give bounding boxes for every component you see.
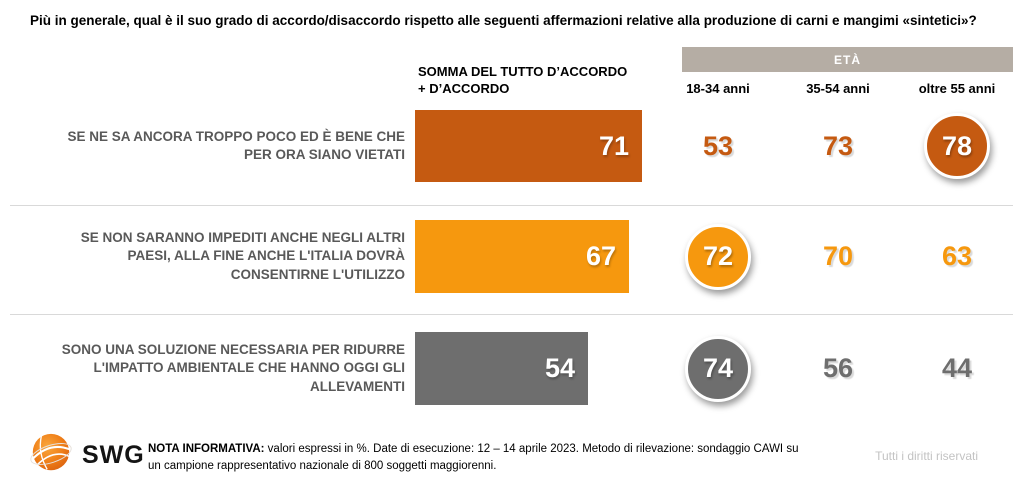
sum-column-header: SOMMA DEL TUTTO D’ACCORDO + D’ACCORDO xyxy=(418,64,628,96)
age-band-header: ETÀ xyxy=(682,47,1013,72)
age-value-oltre-55: 44 xyxy=(941,353,973,383)
swg-logo-text: SWG xyxy=(82,441,145,469)
age-column-header-35-54: 35-54 anni xyxy=(806,81,870,96)
row-divider xyxy=(10,205,1013,206)
statement-label: SE NON SARANNO IMPEDITI ANCHE NEGLI ALTR… xyxy=(80,230,405,282)
nota-informativa-text: valori espressi in %. Date di esecuzione… xyxy=(148,443,799,473)
age-value-35-54: 73 xyxy=(822,130,854,161)
age-value-18-34: 74 xyxy=(685,335,751,402)
nota-informativa-label: NOTA INFORMATIVA: xyxy=(148,443,265,455)
statement-label: SONO UNA SOLUZIONE NECESSARIA PER RIDURR… xyxy=(61,342,405,394)
page-title: Più in generale, qual è il suo grado di … xyxy=(30,13,977,28)
rights-reserved-text: Tutti i diritti riservati xyxy=(875,449,978,463)
statement-row: SE NE SA ANCORA TROPPO POCO ED È BENE CH… xyxy=(0,110,1023,182)
bar: 67 xyxy=(415,220,629,293)
bar: 54 xyxy=(415,332,588,405)
statement-row: SONO UNA SOLUZIONE NECESSARIA PER RIDURR… xyxy=(0,332,1023,405)
age-column-header-18-34: 18-34 anni xyxy=(686,81,750,96)
age-value-oltre-55: 78 xyxy=(924,113,990,179)
swg-globe-icon xyxy=(28,430,74,480)
row-divider xyxy=(10,314,1013,315)
age-value-18-34: 72 xyxy=(685,223,751,290)
age-value-oltre-55: 63 xyxy=(941,241,973,271)
age-column-header-oltre-55: oltre 55 anni xyxy=(918,81,996,96)
age-value-18-34: 53 xyxy=(702,130,734,161)
bar: 71 xyxy=(415,110,642,182)
swg-logo: SWG xyxy=(28,430,145,480)
nota-informativa: NOTA INFORMATIVA: valori espressi in %. … xyxy=(148,441,803,476)
statement-label: SE NE SA ANCORA TROPPO POCO ED È BENE CH… xyxy=(67,128,405,162)
age-value-35-54: 56 xyxy=(822,353,854,383)
age-value-35-54: 70 xyxy=(822,241,854,271)
statement-row: SE NON SARANNO IMPEDITI ANCHE NEGLI ALTR… xyxy=(0,220,1023,293)
